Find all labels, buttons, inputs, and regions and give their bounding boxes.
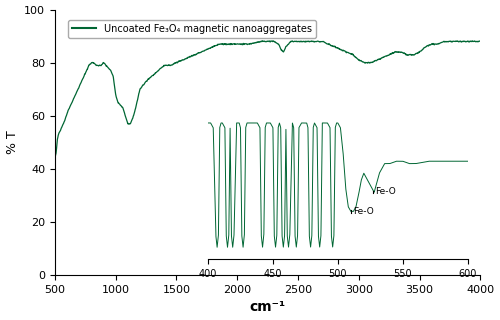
X-axis label: cm⁻¹: cm⁻¹ [250,300,286,315]
Legend: Uncoated Fe₃O₄ magnetic nanoaggregates: Uncoated Fe₃O₄ magnetic nanoaggregates [68,20,316,37]
Y-axis label: % T: % T [6,131,18,154]
